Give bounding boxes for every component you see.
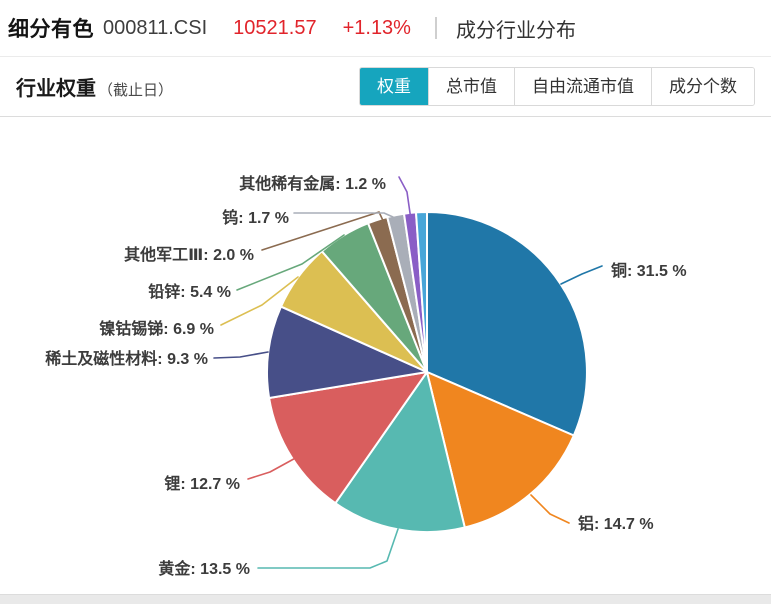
pie-leader-line <box>398 176 412 221</box>
pie-leader-line <box>213 351 269 359</box>
industry-weight-chart-area: 铜: 31.5 % 铝: 14.7 % 黄金: 13.5 % 锂: 12.7 % 稀土及… <box>0 117 771 595</box>
pie-leader-line <box>560 265 603 285</box>
pie-label: 钨: 1.7 % <box>222 208 289 227</box>
vertical-divider <box>434 17 437 39</box>
pie-slice-铝[interactable] <box>426 371 575 529</box>
pie-label: 锂: 12.7 % <box>164 474 240 493</box>
pie-leader-line <box>530 494 570 524</box>
pie-label: 铝: 14.7 % <box>578 514 654 533</box>
tab-constituent-count[interactable]: 成分个数 <box>651 67 754 106</box>
tab-total-market-cap[interactable]: 总市值 <box>428 67 514 106</box>
index-last-price: 10521.57 <box>233 16 317 39</box>
pie-leader-line <box>247 454 302 480</box>
index-change-percent: +1.13% <box>342 16 411 39</box>
next-section-divider <box>0 594 771 604</box>
pie-label: 稀土及磁性材料: 9.3 % <box>45 349 208 368</box>
industry-weight-pie-chart: 铜: 31.5 % 铝: 14.7 % 黄金: 13.5 % 锂: 12.7 % 稀土及… <box>45 174 687 578</box>
pie-leader-line <box>220 276 299 326</box>
panel-title-group: 行业权重 （截止日） <box>16 72 173 101</box>
panel-subtitle: （截止日） <box>98 82 174 99</box>
index-code: 000811.CSI <box>103 16 208 39</box>
pie-leader-line <box>236 234 345 291</box>
pie-label: 铅锌: 5.4 % <box>148 282 231 301</box>
tab-free-float-market-cap[interactable]: 自由流通市值 <box>514 67 651 106</box>
pie-label: 其他稀有金属: 1.2 % <box>239 174 386 193</box>
pie-leader-line <box>257 528 399 569</box>
quote-header: 细分有色 000811.CSI 10521.57 +1.13% 成分行业分布 <box>0 0 771 57</box>
section-title: 成分行业分布 <box>455 19 576 42</box>
pie-slice[interactable] <box>415 211 428 373</box>
index-name: 细分有色 <box>8 18 94 41</box>
pie-label: 黄金: 13.5 % <box>158 559 250 578</box>
pie-leader-line <box>293 212 397 227</box>
pie-leader-line <box>261 211 387 251</box>
panel-title: 行业权重 <box>16 78 96 100</box>
pie-label: 镍钴锡锑: 6.9 % <box>99 319 214 338</box>
pie-slice-锂[interactable] <box>268 371 428 505</box>
tab-weight[interactable]: 权重 <box>360 67 428 106</box>
panel-header: 行业权重 （截止日） 权重 总市值 自由流通市值 成分个数 <box>0 57 771 117</box>
pie-label: 铜: 31.5 % <box>611 261 687 280</box>
metric-tab-bar: 权重 总市值 自由流通市值 成分个数 <box>359 66 755 107</box>
pie-label: 其他军工Ⅲ: 2.0 % <box>124 245 254 264</box>
